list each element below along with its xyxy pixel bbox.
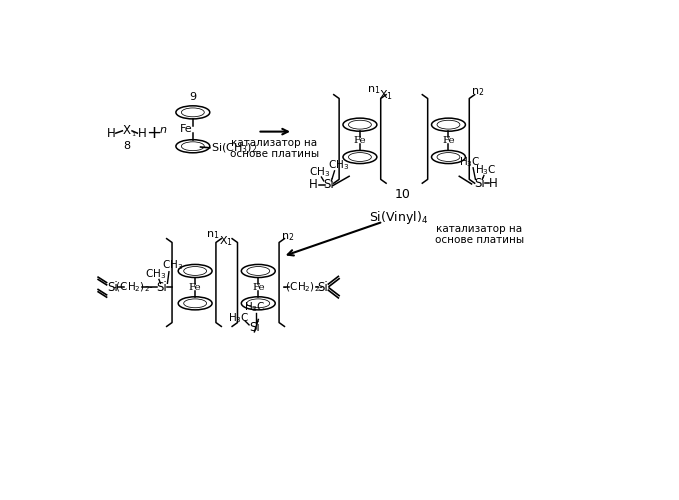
Text: H$_3$C: H$_3$C	[475, 163, 497, 177]
Text: X$_1$: X$_1$	[219, 234, 233, 248]
Text: -(CH$_2$)$_2$-: -(CH$_2$)$_2$-	[282, 280, 324, 294]
Text: Si: Si	[318, 280, 329, 293]
Text: Si: Si	[157, 280, 168, 293]
Text: Si: Si	[249, 320, 260, 334]
Text: основе платины: основе платины	[435, 235, 524, 245]
Text: n$_1$: n$_1$	[206, 230, 219, 241]
Text: Fe: Fe	[354, 136, 366, 145]
Text: X$_1$: X$_1$	[379, 88, 393, 102]
Text: CH$_3$: CH$_3$	[162, 258, 183, 272]
Text: n$_1$: n$_1$	[367, 84, 380, 96]
Text: n$_2$: n$_2$	[471, 86, 484, 98]
Text: 9: 9	[189, 92, 196, 102]
Text: катализатор на: катализатор на	[232, 138, 318, 148]
Text: катализатор на: катализатор на	[436, 224, 522, 234]
Text: H: H	[309, 178, 318, 191]
Text: n$_2$: n$_2$	[281, 231, 294, 243]
Text: H: H	[107, 126, 115, 140]
Text: H$_3$C: H$_3$C	[459, 154, 481, 168]
Text: Si(Vinyl)$_4$: Si(Vinyl)$_4$	[369, 210, 428, 226]
Text: CH$_3$: CH$_3$	[328, 158, 349, 172]
Text: Si(CH$_3$)$_2$: Si(CH$_3$)$_2$	[211, 142, 258, 156]
Text: H$_3$C: H$_3$C	[228, 311, 250, 325]
Text: n: n	[160, 125, 166, 135]
Text: H: H	[489, 176, 498, 190]
Text: Fe: Fe	[189, 282, 202, 292]
Text: X: X	[123, 124, 130, 136]
Text: 10: 10	[394, 188, 410, 201]
Text: +: +	[146, 124, 161, 142]
Text: 8: 8	[123, 141, 130, 151]
Text: H: H	[138, 126, 147, 140]
Text: Fe: Fe	[442, 136, 455, 145]
Text: H$_3$C: H$_3$C	[244, 300, 265, 314]
Text: CH$_3$: CH$_3$	[145, 267, 166, 281]
Text: Si: Si	[107, 280, 118, 293]
Text: Si: Si	[324, 178, 335, 191]
Text: -(CH$_2$)$_2$-: -(CH$_2$)$_2$-	[113, 280, 155, 294]
Text: Fe: Fe	[179, 124, 192, 134]
Text: $_1$: $_1$	[131, 130, 137, 139]
Text: Fe: Fe	[252, 282, 265, 292]
Text: Si: Si	[474, 176, 485, 190]
Text: CH$_3$: CH$_3$	[308, 165, 330, 178]
Text: основе платины: основе платины	[230, 149, 319, 159]
